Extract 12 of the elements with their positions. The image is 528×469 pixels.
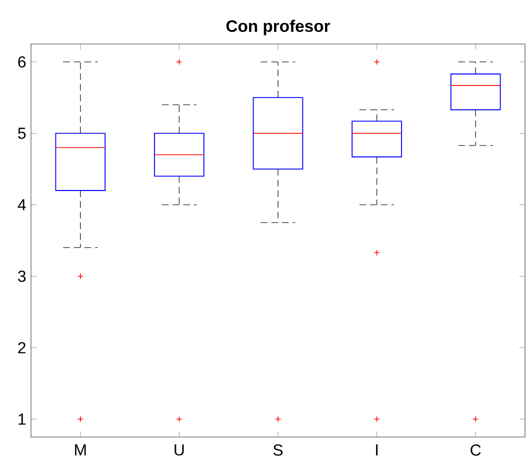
chart-title: Con profesor — [226, 20, 330, 36]
y-tick-label: 4 — [18, 199, 26, 210]
y-tick-label: 6 — [18, 56, 26, 68]
y-tick-label: 5 — [18, 128, 26, 139]
x-tick-label: S — [273, 444, 283, 456]
x-tick-label: C — [470, 444, 481, 456]
y-tick-label: 2 — [18, 342, 26, 354]
x-tick-label: I — [376, 444, 378, 456]
x-tick-label: M — [75, 444, 86, 456]
y-tick-label: 1 — [18, 414, 26, 425]
y-tick-label: 3 — [18, 270, 26, 282]
x-tick-label: U — [174, 444, 184, 456]
